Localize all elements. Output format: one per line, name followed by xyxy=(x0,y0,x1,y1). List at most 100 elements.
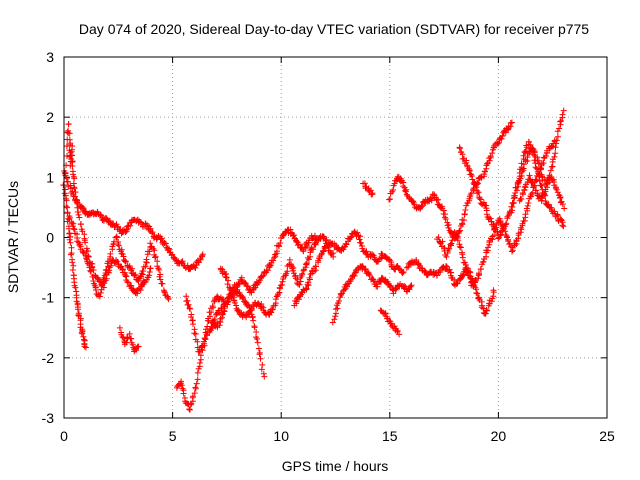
data-point xyxy=(312,233,318,240)
data-point xyxy=(513,187,520,194)
data-point xyxy=(69,146,75,153)
data-point xyxy=(67,251,74,258)
data-point xyxy=(124,334,131,341)
data-point xyxy=(66,230,73,237)
data-point xyxy=(193,380,200,387)
data-point xyxy=(522,149,528,156)
data-point xyxy=(320,248,327,255)
data-point xyxy=(518,226,525,233)
data-point xyxy=(221,307,227,314)
data-point xyxy=(191,390,198,397)
data-point xyxy=(456,145,463,152)
data-point xyxy=(68,244,75,251)
data-point xyxy=(66,214,73,221)
data-point xyxy=(209,303,216,310)
data-point xyxy=(454,237,461,244)
data-point xyxy=(82,239,89,246)
data-point xyxy=(474,290,481,297)
series-arc-12 xyxy=(360,180,376,198)
data-point xyxy=(177,381,184,388)
data-point xyxy=(149,229,156,236)
data-point xyxy=(82,344,89,351)
data-point xyxy=(561,205,568,212)
data-point xyxy=(189,317,196,324)
data-point xyxy=(65,121,72,128)
data-point xyxy=(535,160,542,167)
data-point xyxy=(448,240,455,247)
data-point xyxy=(77,221,84,227)
data-point xyxy=(69,152,75,159)
data-point xyxy=(552,144,559,151)
data-point xyxy=(146,248,153,255)
x-tick-label: 10 xyxy=(273,428,289,444)
data-point xyxy=(277,285,283,292)
series-arc-4 xyxy=(64,209,172,303)
data-point xyxy=(509,204,516,210)
data-point xyxy=(487,215,494,222)
data-point xyxy=(415,261,422,268)
data-point xyxy=(369,191,376,198)
data-point xyxy=(71,226,78,233)
data-point xyxy=(134,290,141,297)
data-point xyxy=(508,119,515,126)
data-point xyxy=(524,202,531,209)
data-point xyxy=(557,195,563,201)
data-point xyxy=(63,143,70,150)
data-point xyxy=(403,264,410,271)
data-point xyxy=(494,228,501,235)
data-point xyxy=(156,273,163,280)
data-point xyxy=(498,135,505,142)
data-point xyxy=(158,235,165,242)
data-point xyxy=(334,305,341,312)
data-point xyxy=(407,283,414,290)
data-point xyxy=(394,327,401,334)
data-point xyxy=(559,222,566,229)
data-point xyxy=(538,182,545,189)
data-point xyxy=(474,190,481,197)
data-point xyxy=(224,281,231,288)
data-point xyxy=(161,240,168,246)
data-point xyxy=(544,149,550,156)
data-point xyxy=(194,376,201,383)
data-point xyxy=(537,165,544,172)
data-point xyxy=(250,317,257,324)
data-point xyxy=(356,236,363,243)
data-point xyxy=(462,264,469,271)
data-point xyxy=(137,287,144,294)
data-point xyxy=(332,313,339,320)
data-point xyxy=(80,205,87,212)
data-point xyxy=(142,263,149,270)
data-point xyxy=(480,305,487,312)
data-point xyxy=(331,316,338,323)
data-point xyxy=(159,280,166,287)
data-point xyxy=(186,305,193,312)
data-point xyxy=(271,254,278,261)
data-point xyxy=(518,160,525,167)
data-point xyxy=(191,330,198,337)
data-point xyxy=(270,257,277,264)
data-point xyxy=(463,268,470,275)
series-arc-5 xyxy=(116,324,142,355)
data-point xyxy=(69,188,76,195)
data-point xyxy=(490,287,497,294)
data-point xyxy=(63,197,70,204)
series-arc-6 xyxy=(173,293,228,413)
data-point xyxy=(484,307,490,314)
data-point xyxy=(533,187,539,194)
data-point xyxy=(442,216,449,222)
data-point xyxy=(106,217,113,224)
data-point xyxy=(453,234,460,241)
y-tick-label: -2 xyxy=(42,350,55,366)
data-point xyxy=(532,176,539,183)
data-point xyxy=(560,223,567,230)
data-point xyxy=(249,314,256,321)
data-point xyxy=(64,209,71,216)
data-point xyxy=(484,160,490,167)
data-point xyxy=(558,118,564,124)
data-point xyxy=(272,296,279,303)
data-point xyxy=(79,330,86,337)
data-point xyxy=(457,244,464,251)
data-point xyxy=(279,278,286,285)
data-point xyxy=(194,369,201,376)
data-point xyxy=(515,235,522,242)
